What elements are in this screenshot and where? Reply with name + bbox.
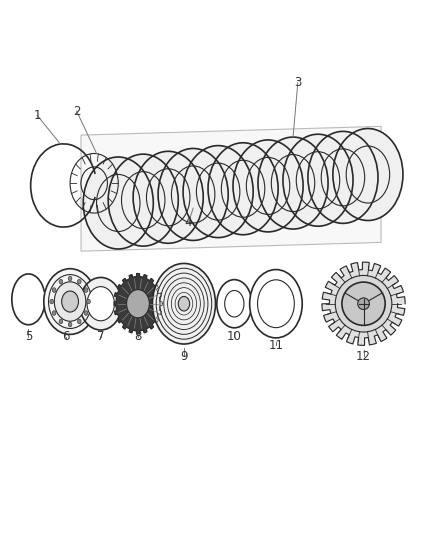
Ellipse shape (133, 151, 203, 243)
Ellipse shape (178, 296, 190, 311)
Text: 10: 10 (227, 330, 242, 343)
Text: 2: 2 (73, 104, 81, 117)
Ellipse shape (59, 279, 63, 284)
Text: 3: 3 (294, 76, 301, 89)
Ellipse shape (68, 322, 72, 327)
Polygon shape (114, 273, 162, 334)
Ellipse shape (217, 280, 252, 328)
Ellipse shape (62, 291, 78, 312)
Ellipse shape (152, 263, 215, 344)
Ellipse shape (158, 149, 228, 240)
Text: 5: 5 (25, 330, 32, 343)
Text: 12: 12 (356, 350, 371, 363)
Ellipse shape (80, 278, 122, 330)
Ellipse shape (68, 276, 72, 281)
Ellipse shape (87, 299, 90, 304)
Ellipse shape (308, 131, 378, 223)
Text: 6: 6 (62, 330, 70, 343)
Text: 8: 8 (134, 330, 141, 343)
Ellipse shape (78, 279, 81, 284)
Text: 1: 1 (33, 109, 41, 122)
Ellipse shape (84, 311, 88, 316)
Polygon shape (322, 262, 405, 345)
Ellipse shape (83, 157, 153, 249)
Ellipse shape (59, 319, 63, 324)
Ellipse shape (52, 288, 56, 292)
Ellipse shape (50, 299, 53, 304)
Ellipse shape (208, 143, 278, 235)
Ellipse shape (258, 280, 294, 328)
Polygon shape (81, 126, 381, 251)
Ellipse shape (358, 298, 369, 310)
Ellipse shape (342, 282, 385, 325)
Ellipse shape (78, 319, 81, 324)
Text: 11: 11 (268, 339, 283, 352)
Ellipse shape (54, 282, 86, 321)
Ellipse shape (108, 154, 178, 246)
Ellipse shape (44, 269, 96, 334)
Ellipse shape (52, 311, 56, 316)
Ellipse shape (333, 128, 403, 221)
Ellipse shape (225, 290, 244, 317)
Text: 7: 7 (97, 330, 105, 343)
Ellipse shape (283, 134, 353, 226)
Text: 9: 9 (180, 350, 188, 363)
Ellipse shape (84, 288, 88, 292)
Ellipse shape (335, 276, 392, 332)
Ellipse shape (87, 287, 114, 321)
Ellipse shape (127, 289, 149, 318)
Ellipse shape (258, 137, 328, 229)
Ellipse shape (233, 140, 303, 232)
Ellipse shape (250, 270, 302, 338)
Ellipse shape (183, 146, 253, 238)
Text: 4: 4 (184, 216, 192, 229)
